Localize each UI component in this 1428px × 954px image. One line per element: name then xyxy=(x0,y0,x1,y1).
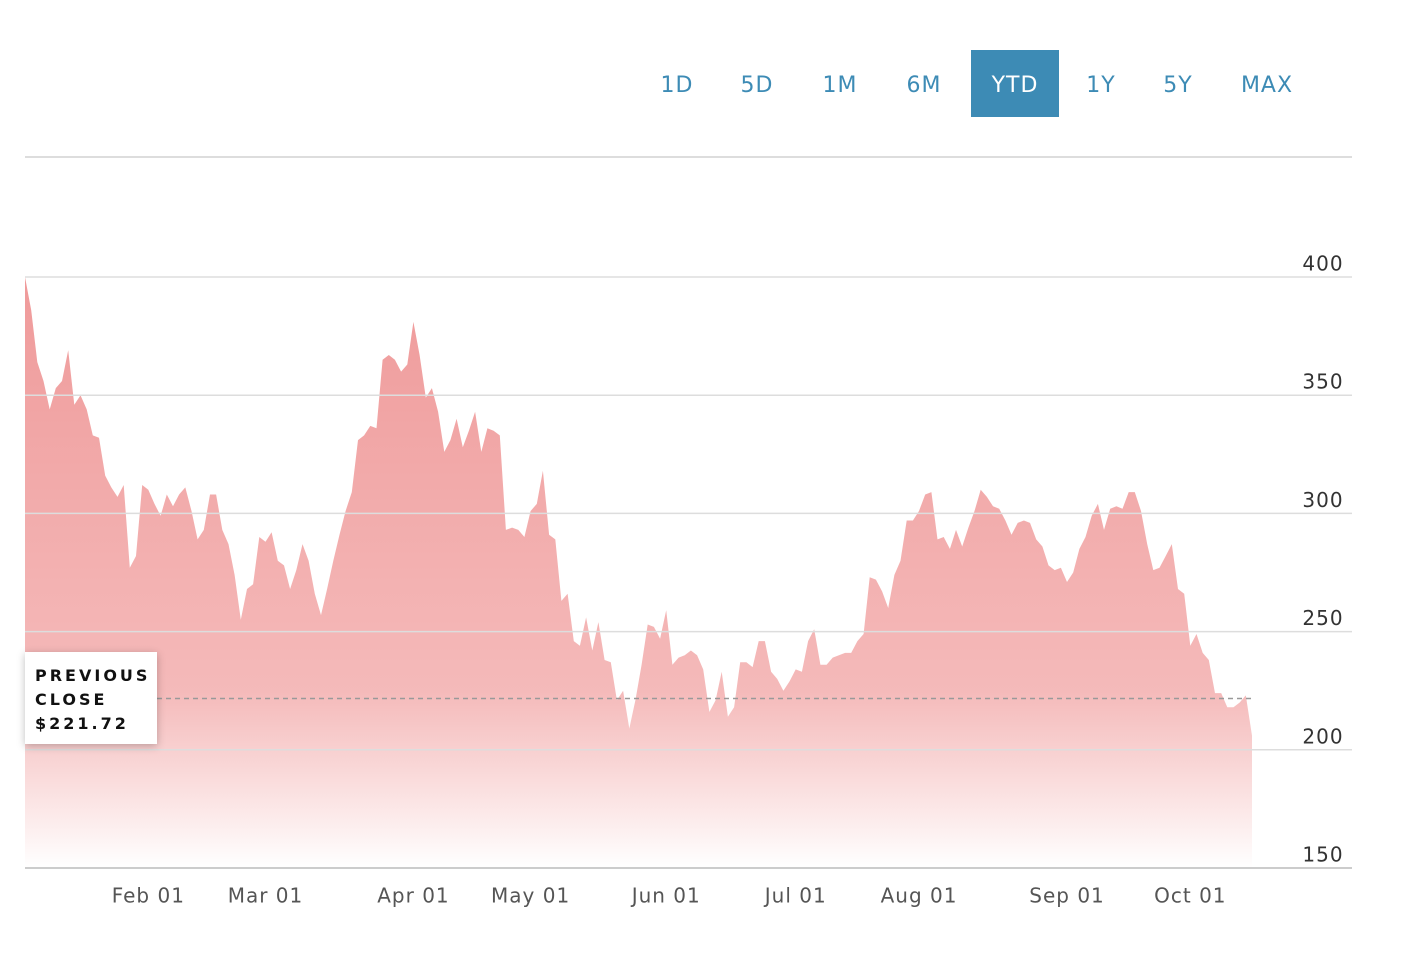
x-tick-label: Sep 01 xyxy=(1029,884,1105,908)
x-tick-label: Oct 01 xyxy=(1154,884,1226,908)
x-tick-label: Jul 01 xyxy=(763,884,827,908)
range-button[interactable]: MAX xyxy=(1241,73,1293,98)
previous-close-value: $221.72 xyxy=(35,714,129,734)
range-button[interactable]: 6M xyxy=(907,73,942,98)
range-button-bg xyxy=(971,50,1059,117)
range-button-label[interactable]: 5D xyxy=(741,73,774,98)
previous-close-label: PREVIOUS CLOSE xyxy=(35,666,151,710)
x-tick-label: May 01 xyxy=(491,884,570,908)
x-tick-label: Jun 01 xyxy=(630,884,701,908)
x-tick-label: Aug 01 xyxy=(881,884,958,908)
y-tick-label: 350 xyxy=(1302,370,1343,394)
range-button-label[interactable]: 5Y xyxy=(1163,73,1192,98)
range-button[interactable]: 1M xyxy=(823,73,858,98)
range-button[interactable]: 5D xyxy=(741,73,774,98)
range-button-label[interactable]: YTD xyxy=(991,73,1039,98)
previous-close-box: PREVIOUS CLOSE $221.72 xyxy=(25,652,157,745)
range-button-label[interactable]: 6M xyxy=(907,73,942,98)
range-button[interactable]: YTD xyxy=(971,50,1059,117)
x-tick-label: Feb 01 xyxy=(112,884,185,908)
x-tick-label: Mar 01 xyxy=(228,884,304,908)
range-button[interactable]: 1Y xyxy=(1086,73,1115,98)
y-tick-label: 200 xyxy=(1302,724,1343,748)
range-button-label[interactable]: 1M xyxy=(823,73,858,98)
y-tick-label: 300 xyxy=(1302,488,1343,512)
range-button-label[interactable]: 1Y xyxy=(1086,73,1115,98)
price-area xyxy=(25,277,1252,868)
y-tick-label: 150 xyxy=(1302,843,1343,867)
range-button-label[interactable]: 1D xyxy=(661,73,694,98)
y-tick-label: 250 xyxy=(1302,606,1343,630)
range-button[interactable]: 1D xyxy=(661,73,694,98)
range-button[interactable]: 5Y xyxy=(1163,73,1192,98)
x-tick-label: Apr 01 xyxy=(377,884,449,908)
y-tick-label: 400 xyxy=(1302,252,1343,276)
range-button-label[interactable]: MAX xyxy=(1241,73,1293,98)
